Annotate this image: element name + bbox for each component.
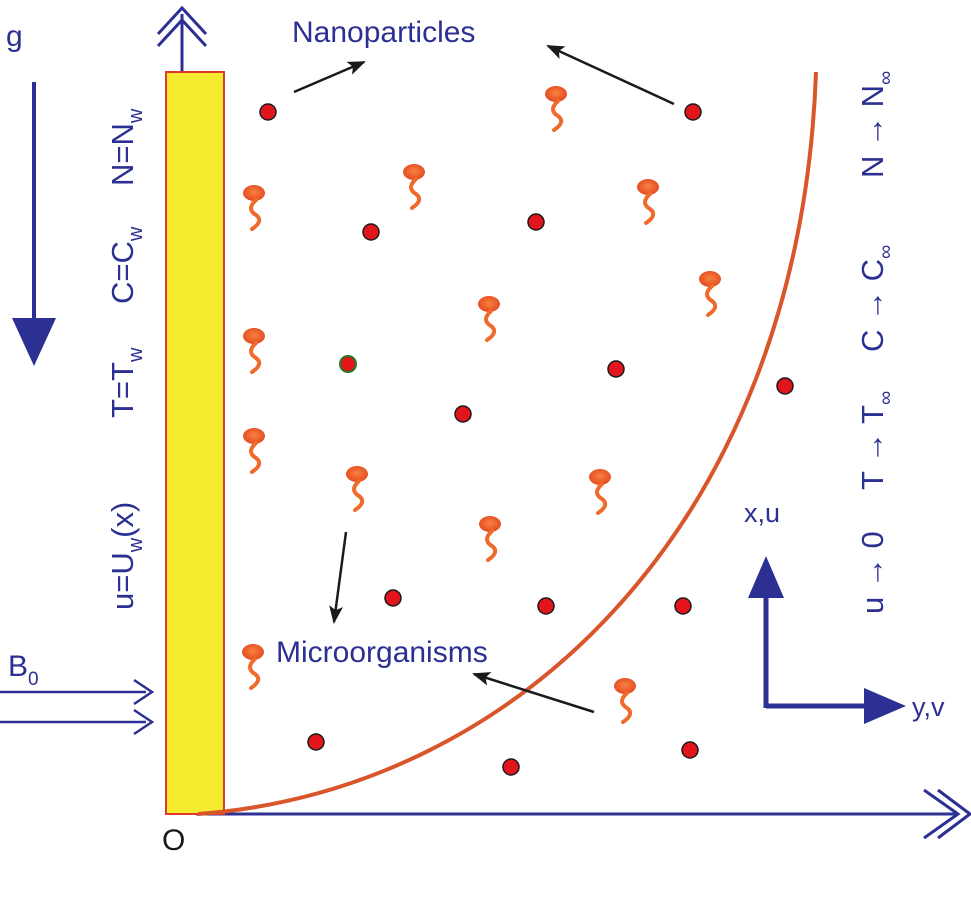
svg-text:T → T∞: T → T∞ xyxy=(855,391,897,490)
farfield-concentration-condition: C → C∞ xyxy=(855,245,897,352)
microorganism xyxy=(478,296,500,342)
microorganism xyxy=(243,328,265,374)
nanoparticle xyxy=(384,589,402,607)
axis-y-label: y,v xyxy=(912,692,945,722)
magnetic-field-label: B0 xyxy=(8,650,39,690)
wall-velocity-condition: u=Uw(x) xyxy=(105,502,147,610)
boundary-layer-curve xyxy=(197,71,818,816)
farfield-temperature-condition: T → T∞ xyxy=(855,391,897,490)
nanoparticles-label: Nanoparticles xyxy=(292,16,475,49)
microorganism xyxy=(243,428,265,474)
gravity-label: g xyxy=(6,20,23,53)
nanoparticle xyxy=(607,360,625,378)
magnetic-field-arrows xyxy=(0,678,155,736)
svg-text:N → N∞: N → N∞ xyxy=(855,71,897,178)
wall-concentration-condition: C=Cw xyxy=(105,226,147,304)
wall-temperature-condition: T=Tw xyxy=(105,347,147,418)
pointer-arrows xyxy=(293,44,675,714)
microorganism xyxy=(637,179,659,225)
axis-x-label: x,u xyxy=(744,498,780,528)
nanoparticle xyxy=(681,741,699,759)
nanoparticle xyxy=(454,405,472,423)
microorganism xyxy=(243,185,265,231)
origin-label: O xyxy=(162,824,185,857)
svg-text:u=Uw(x): u=Uw(x) xyxy=(105,502,147,610)
x-axis-line xyxy=(156,5,208,72)
nanoparticle xyxy=(674,597,692,615)
microorganism xyxy=(589,469,611,515)
farfield-microorganism-condition: N → N∞ xyxy=(855,71,897,178)
microorganism xyxy=(403,164,425,210)
svg-text:u → 0: u → 0 xyxy=(855,531,890,614)
svg-text:N=Nw: N=Nw xyxy=(105,108,147,186)
microorganism-group xyxy=(242,86,721,724)
farfield-velocity-condition: u → 0 xyxy=(855,531,890,614)
microorganism xyxy=(479,516,501,562)
nanoparticle xyxy=(502,758,520,776)
nanoparticle xyxy=(776,377,794,395)
microorganism xyxy=(346,466,368,512)
svg-text:T=Tw: T=Tw xyxy=(105,347,147,418)
y-axis-line xyxy=(196,788,971,840)
gravity-arrow xyxy=(12,82,56,366)
microorganism xyxy=(699,271,721,317)
coordinate-axes xyxy=(748,556,906,724)
nanoparticle xyxy=(339,355,357,373)
nanoparticle xyxy=(307,733,325,751)
microorganism xyxy=(614,678,636,724)
microorganism xyxy=(242,644,264,690)
svg-text:C → C∞: C → C∞ xyxy=(855,245,897,352)
stretching-plate xyxy=(165,71,225,815)
microorganism xyxy=(545,86,567,132)
nanoparticle xyxy=(684,103,702,121)
nanoparticle xyxy=(362,223,380,241)
nanoparticle xyxy=(259,103,277,121)
microorganisms-label: Microorganisms xyxy=(276,636,488,669)
nanoparticle-group xyxy=(259,103,794,776)
nanoparticle xyxy=(537,597,555,615)
svg-text:C=Cw: C=Cw xyxy=(105,226,147,304)
wall-microorganism-condition: N=Nw xyxy=(105,108,147,186)
nanoparticle xyxy=(527,213,545,231)
